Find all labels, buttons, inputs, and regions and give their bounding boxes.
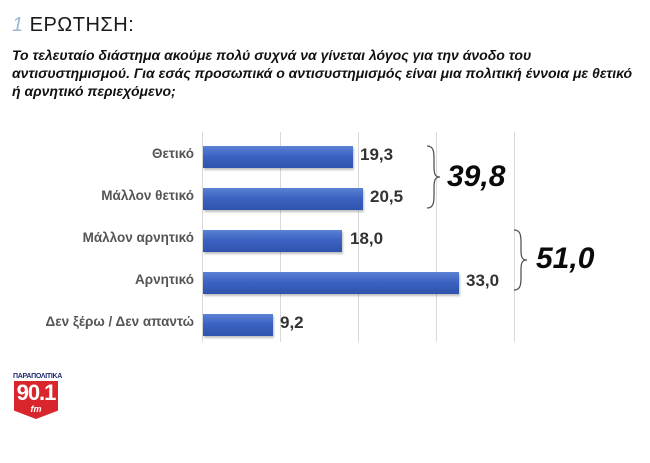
logo-fm: fm [30, 404, 42, 414]
gridline [202, 132, 203, 342]
bar-row: Θετικό 19,3 [0, 136, 650, 176]
positive-total: 39,8 [447, 160, 506, 193]
bar [203, 188, 363, 210]
logo-frequency: 90.1 [16, 380, 57, 405]
question-title: ΕΡΩΤΗΣΗ: [29, 14, 135, 36]
value-label: 20,5 [370, 187, 404, 206]
bar-row: Μάλλον αρνητικό 18,0 [0, 220, 650, 260]
category-label: Μάλλον αρνητικό [82, 230, 194, 245]
value-label: 33,0 [466, 271, 500, 290]
category-label: Μάλλον θετικό [101, 188, 194, 203]
question-heading: 1 ΕΡΩΤΗΣΗ: [12, 14, 134, 37]
brace-icon [513, 229, 528, 291]
value-label: 19,3 [360, 145, 394, 164]
category-label: Θετικό [151, 146, 194, 161]
gridline [358, 132, 359, 342]
negative-total: 51,0 [536, 242, 595, 275]
bar [203, 314, 273, 336]
bar [203, 272, 459, 294]
gridline [436, 132, 437, 342]
bar-row: Δεν ξέρω / Δεν απαντώ 9,2 [0, 304, 650, 344]
category-label: Δεν ξέρω / Δεν απαντώ [45, 314, 194, 329]
bar [203, 230, 342, 252]
station-logo: ΠΑΡΑΠΟΛΙΤΙΚΑ 90.1 fm [13, 373, 62, 419]
question-text: Το τελευταίο διάστημα ακούμε πολύ συχνά … [12, 47, 633, 99]
bar-row: Μάλλον θετικό 20,5 [0, 178, 650, 218]
bar [203, 146, 353, 168]
brace-icon [426, 145, 441, 209]
category-label: Αρνητικό [135, 272, 194, 287]
logo-shield: 90.1 fm [14, 381, 58, 419]
bar-row: Αρνητικό 33,0 [0, 262, 650, 302]
gridline [514, 132, 515, 342]
logo-top-text: ΠΑΡΑΠΟΛΙΤΙΚΑ [13, 373, 62, 380]
question-number: 1 [12, 14, 24, 36]
value-label: 9,2 [280, 313, 304, 332]
bar-chart: Θετικό 19,3 Μάλλον θετικό 20,5 Μάλλον αρ… [0, 132, 650, 342]
value-label: 18,0 [350, 229, 384, 248]
